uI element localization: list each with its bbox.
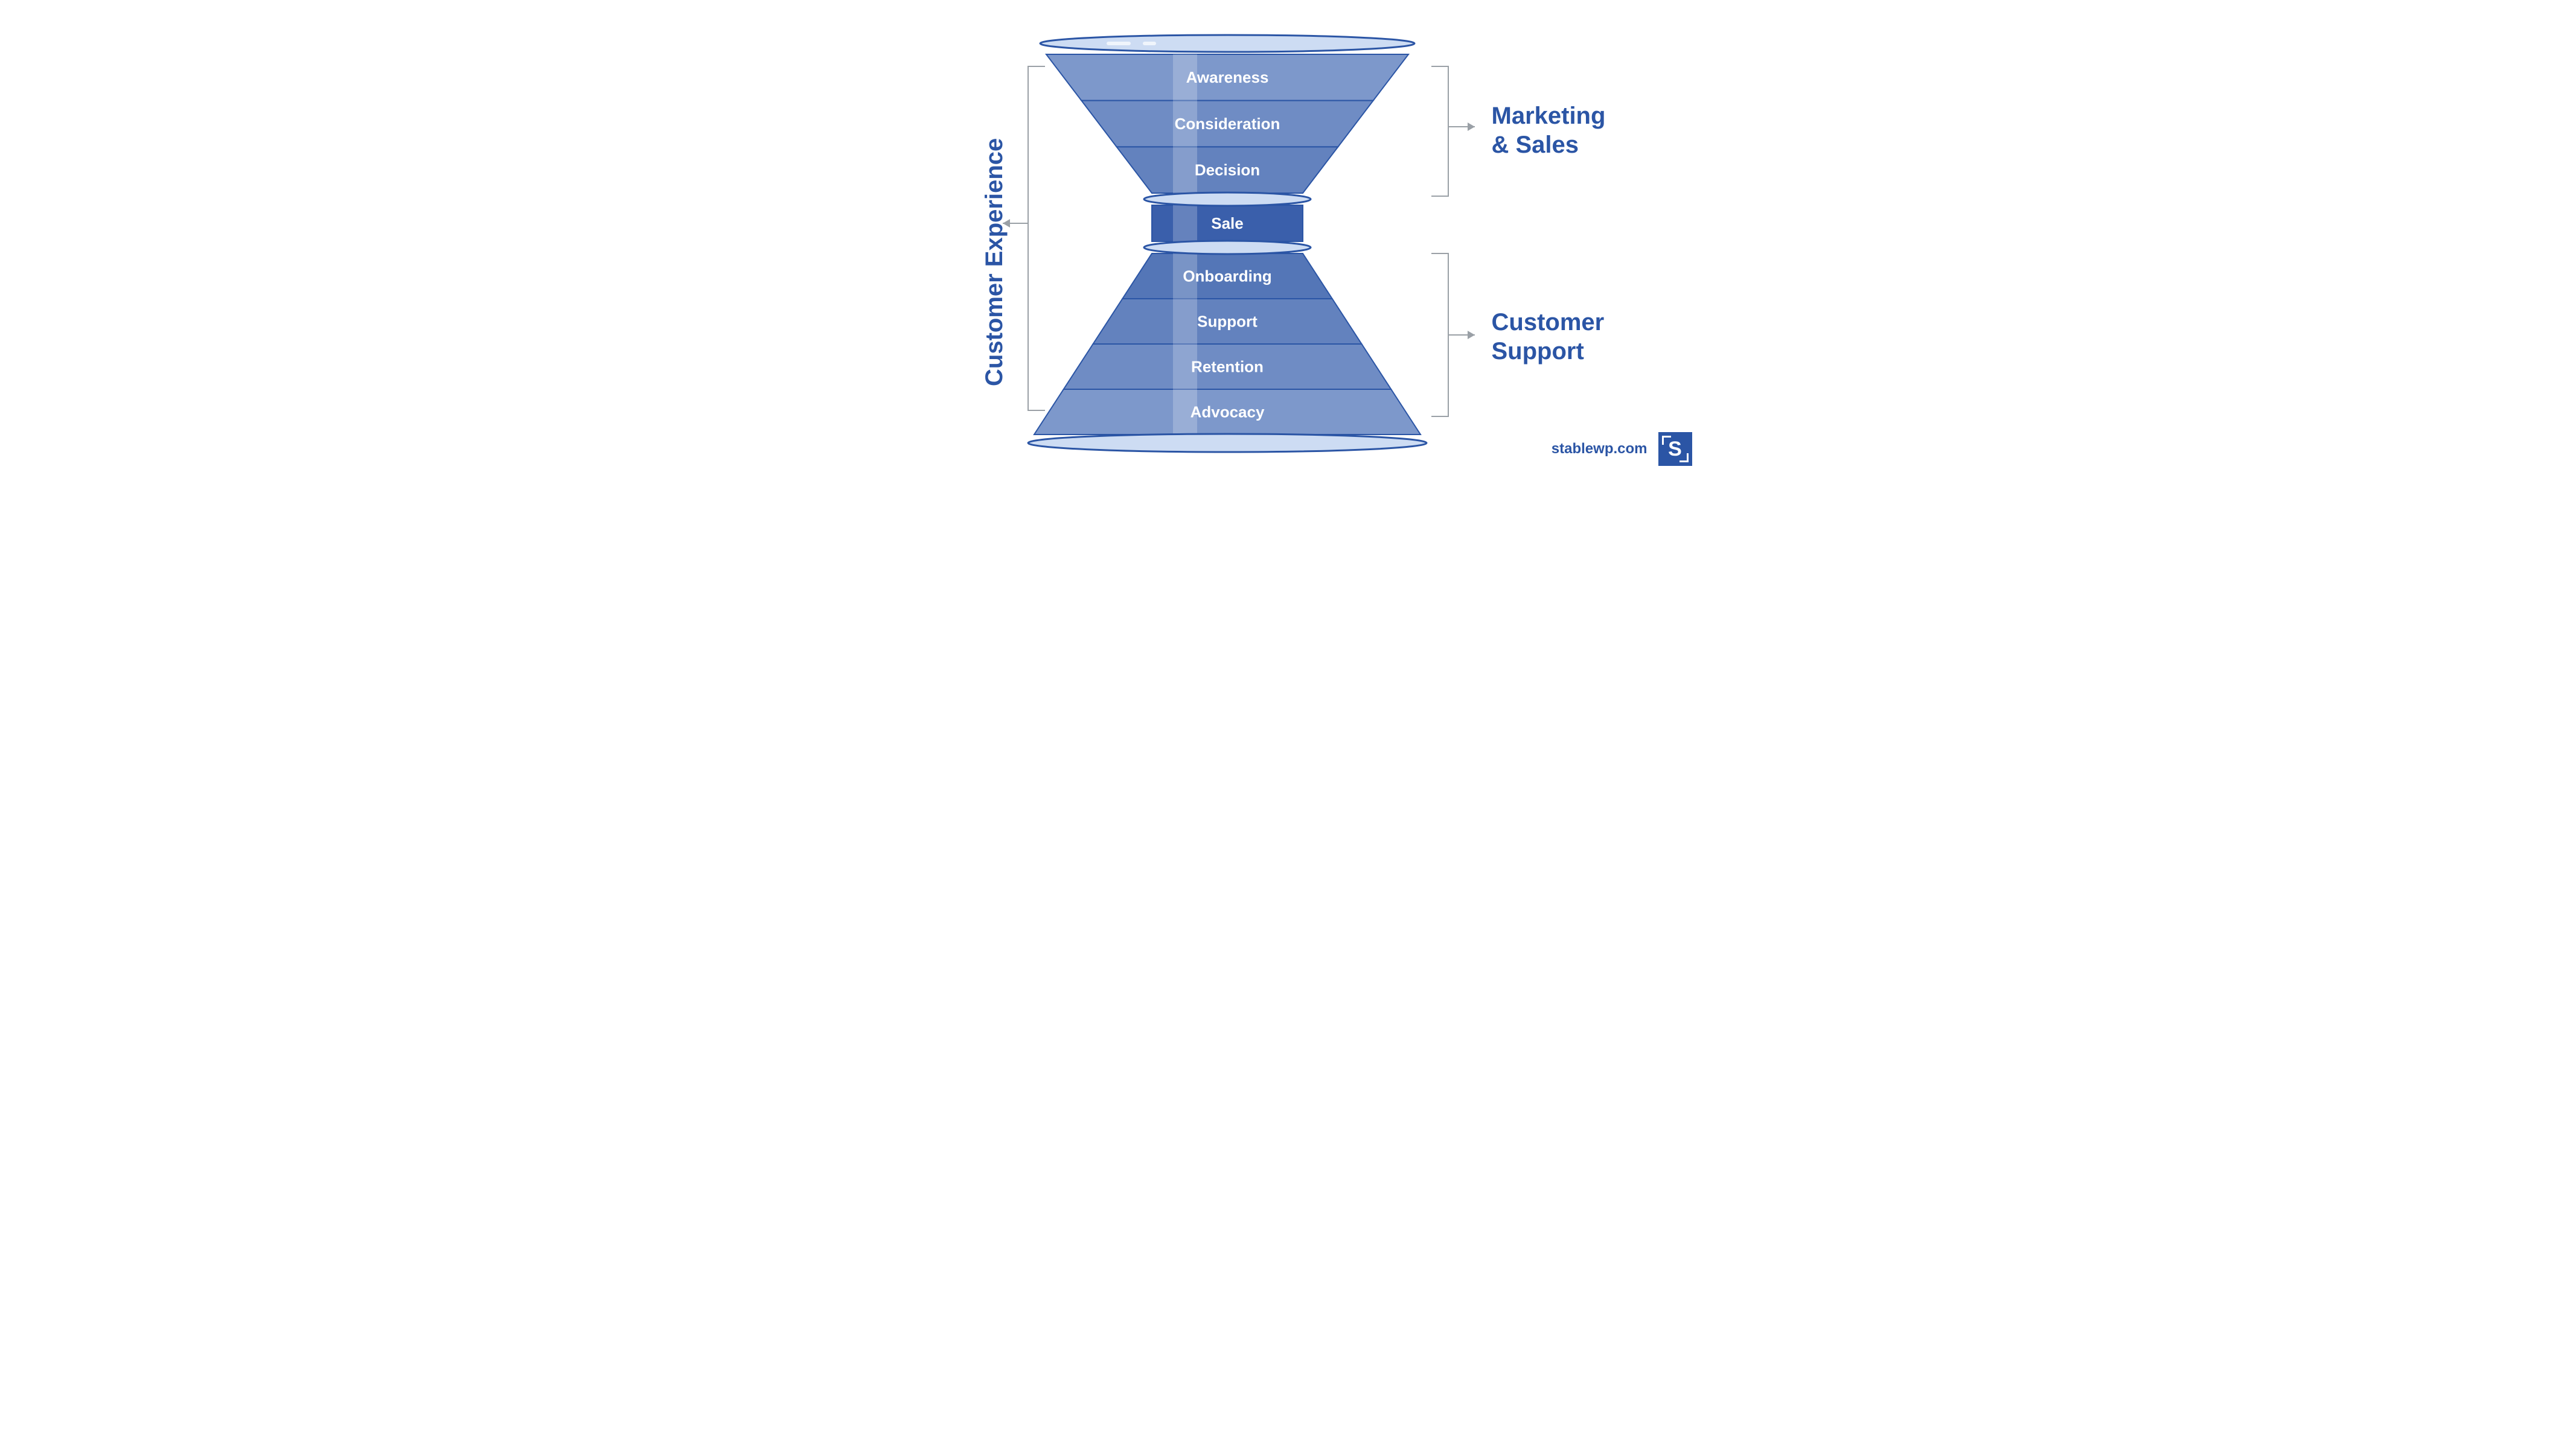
left-group-label: Customer Experience — [980, 138, 1009, 386]
funnel-rim-1 — [1144, 193, 1311, 206]
logo-corner-icon — [1662, 436, 1671, 445]
funnel-rim-0 — [1040, 35, 1414, 52]
funnel-stage-label: Advocacy — [1190, 403, 1264, 421]
funnel-rim-3 — [1028, 434, 1427, 452]
right-group-label-customer-support: Customer Support — [1492, 308, 1605, 366]
right-bracket-1 — [1431, 253, 1448, 416]
funnel-rim-2 — [1144, 241, 1311, 254]
funnel-stage-label: Decision — [1194, 161, 1259, 179]
rim-shine-icon — [1143, 42, 1156, 45]
footer: stablewp.com S — [1552, 432, 1692, 466]
funnel-stage-label: Support — [1197, 312, 1258, 330]
logo-corner-icon — [1680, 453, 1689, 462]
footer-text: stablewp.com — [1552, 441, 1648, 457]
brand-logo: S — [1658, 432, 1692, 466]
funnel-stage-label: Retention — [1191, 357, 1264, 375]
rim-shine-icon — [1107, 42, 1131, 45]
funnel-stage-label: Sale — [1211, 214, 1244, 232]
arrow-right-icon — [1468, 331, 1475, 339]
right-bracket-0 — [1431, 66, 1448, 196]
diagram-canvas: AwarenessConsiderationDecisionSaleOnboar… — [859, 0, 1718, 483]
arrow-right-icon — [1468, 123, 1475, 131]
left-bracket — [1028, 66, 1045, 410]
right-group-label-marketing-sales: Marketing & Sales — [1492, 101, 1606, 159]
funnel-stage-label: Awareness — [1186, 68, 1268, 86]
